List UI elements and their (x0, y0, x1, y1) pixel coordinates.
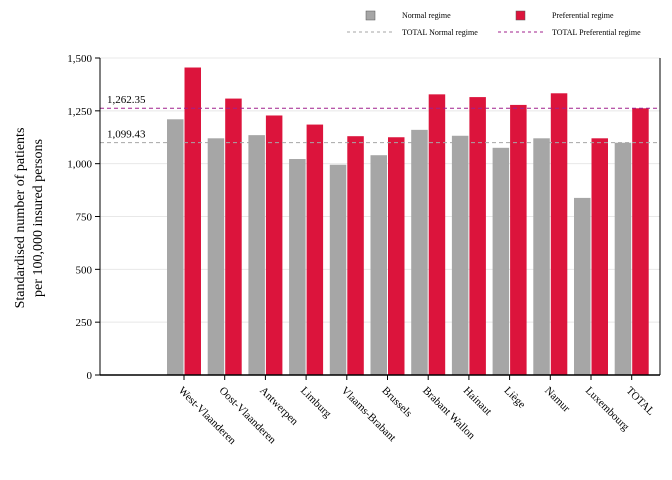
bar-normal (411, 130, 428, 375)
x-tick-label: Liège (501, 385, 527, 411)
chart-svg: Normal regime Preferential regime TOTAL … (0, 0, 672, 480)
bar-normal (289, 159, 306, 375)
y-tick-label: 250 (76, 317, 93, 329)
bar-normal (533, 138, 550, 375)
bar-normal (208, 138, 225, 375)
bar-normal (493, 148, 510, 375)
bar-preferential (225, 99, 242, 375)
y-axis-label-line2: per 100,000 insured persons (31, 139, 46, 297)
x-tick-label: Brussels (379, 385, 414, 420)
legend-label-total-preferential: TOTAL Preferential regime (552, 28, 641, 37)
bar-preferential (551, 93, 568, 375)
bar-preferential (185, 68, 202, 375)
y-tick-label: 0 (87, 370, 93, 382)
bar-preferential (266, 115, 283, 375)
y-tick-label: 1,500 (67, 53, 92, 65)
bar-normal (615, 143, 632, 375)
bar-normal (330, 165, 347, 375)
reference-lines: 1,099.43 1,262.35 (100, 94, 660, 142)
legend: Normal regime Preferential regime TOTAL … (347, 11, 641, 37)
y-axis-ticks: 0 250 500 750 1,000 1,250 1,500 (67, 53, 100, 382)
bar-normal (167, 119, 184, 375)
bar-normal (371, 155, 388, 375)
bar-preferential (307, 125, 324, 375)
bars (167, 68, 649, 375)
reference-line-label: 1,099.43 (107, 129, 146, 141)
bar-normal (248, 135, 265, 375)
legend-swatch-preferential (516, 11, 525, 20)
y-tick-label: 1,000 (67, 159, 92, 171)
legend-swatch-normal (366, 11, 375, 20)
bar-normal (452, 136, 469, 375)
bar-preferential (632, 108, 649, 375)
bar-preferential (429, 94, 446, 375)
y-tick-label: 750 (76, 212, 93, 224)
x-tick-label: Hainaut (461, 385, 494, 418)
y-tick-label: 1,250 (67, 106, 92, 118)
x-tick-label: Namur (542, 385, 572, 415)
bar-preferential (510, 105, 526, 375)
x-axis-ticks: West-VlaanderenOost-VlaanderenAntwerpenL… (176, 375, 657, 447)
x-tick-label: TOTAL (624, 385, 657, 418)
bar-preferential (388, 137, 405, 375)
bar-normal (574, 198, 591, 375)
x-tick-label: Antwerpen (257, 385, 300, 428)
x-tick-label: Limburg (298, 385, 334, 421)
legend-label-preferential: Preferential regime (552, 11, 614, 20)
bar-preferential (592, 138, 609, 375)
legend-label-total-normal: TOTAL Normal regime (402, 28, 478, 37)
bar-preferential (347, 136, 364, 375)
reference-line-label: 1,262.35 (107, 94, 146, 106)
bar-preferential (469, 97, 486, 375)
y-axis-label-line1: Standardised number of patients (13, 128, 28, 309)
y-tick-label: 500 (76, 264, 93, 276)
legend-label-normal: Normal regime (402, 11, 451, 20)
